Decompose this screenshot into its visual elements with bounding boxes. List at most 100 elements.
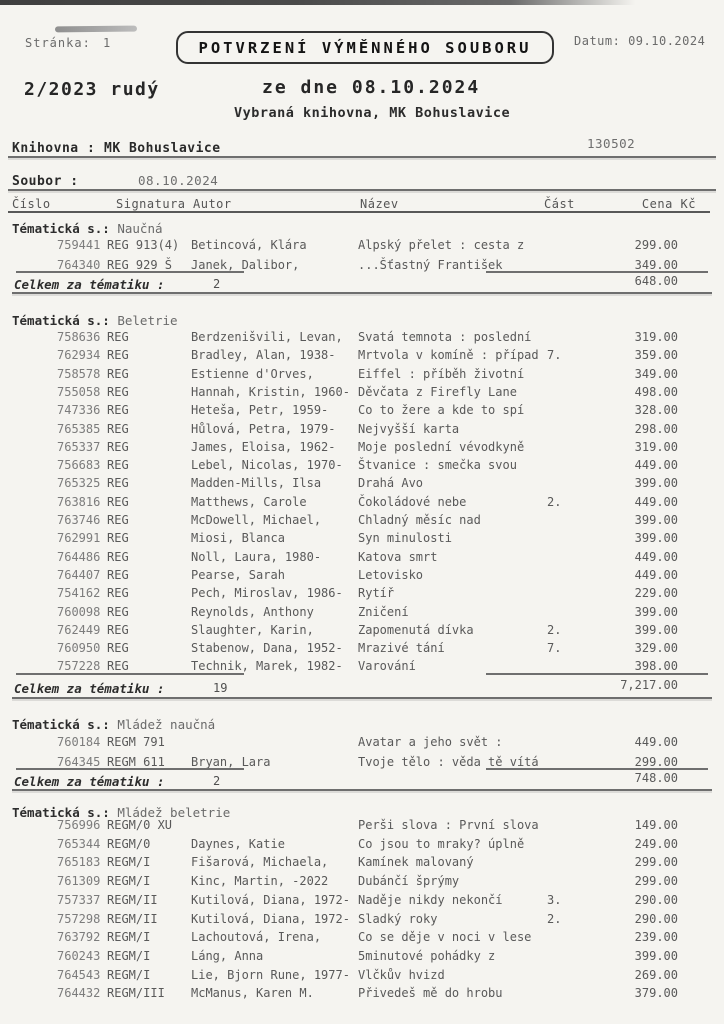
section-label: Tématická s.: [12,717,118,732]
row-nazev: Co se děje v noci v lese [358,930,532,945]
print-date: Datum: 09.10.2024 [574,34,706,48]
total-rule-right [486,673,708,675]
row-nazev: Sladký roky [358,911,438,926]
row-cislo: 764486 [57,549,101,564]
row-nazev: 5minutové pohádky z [358,948,496,963]
section-bottom-rule [12,292,712,294]
row-signatura: REG [107,622,129,637]
scan-artifact-band [0,0,655,5]
row-cislo: 755058 [57,384,101,399]
row-cislo: 762449 [57,622,101,637]
row-cena: 299.00 [634,755,678,769]
row-cislo: 761309 [57,874,101,889]
total-label: Celkem za tématiku : [14,774,165,789]
total-amount: 7,217.00 [620,678,678,692]
row-nazev: Děvčata z Firefly Lane [358,384,517,399]
batch-id: 2/2023 rudý [24,79,160,100]
row-cena: 398.00 [634,659,678,674]
row-autor: McManus, Karen M. [191,986,314,1001]
row-cast: 2. [547,911,562,926]
row-cislo: 765337 [57,439,101,454]
section-category: Beletrie [117,313,178,328]
row-cena: 359.00 [634,348,678,363]
row-cena: 319.00 [634,330,678,344]
row-autor: Stabenow, Dana, 1952- [191,641,343,656]
row-signatura: REGM/I [107,874,151,889]
row-autor: Berdzenišvili, Levan, [191,330,343,344]
row-signatura: REG [107,549,129,564]
row-nazev: Čokoládové nebe [358,494,467,509]
section-category: Mládež naučná [117,717,216,732]
row-nazev: Mrtvola v komíně : případ [358,348,539,363]
row-signatura: REGM/II [107,911,158,926]
row-cislo: 762934 [57,348,101,363]
total-count: 2 [213,277,221,291]
row-nazev: Štvanice : smečka svou [358,458,517,473]
row-cislo: 747336 [57,403,101,418]
row-signatura: REG [107,439,129,454]
row-nazev: Svatá temnota : poslední [358,330,532,344]
row-autor: Lachoutová, Irena, [191,930,322,945]
row-nazev: Avatar a jeho svět : [358,735,503,749]
row-cislo: 758636 [57,330,101,344]
file-date-heading: ze dne 08.10.2024 [262,77,481,98]
row-cislo: 764340 [57,258,101,272]
row-signatura: REG [107,366,129,381]
row-autor: Lebel, Nicolas, 1970- [191,458,343,473]
row-cena: 349.00 [634,366,678,381]
row-signatura: REG [107,458,129,473]
row-signatura: REG [107,494,129,509]
row-cislo: 764543 [57,967,101,982]
row-signatura: REGM/I [107,967,151,982]
row-cena: 449.00 [634,458,678,473]
row-cena: 498.00 [634,384,678,399]
row-cena: 149.00 [634,818,678,832]
row-signatura: REG [107,513,129,527]
row-cast: 3. [547,892,562,907]
section-header: Tématická s.: Mládež beletrie [12,802,230,821]
row-autor: Janek, Dalibor, [191,258,300,272]
col-header-cislo: Číslo [12,197,51,211]
row-cena: 319.00 [634,439,678,454]
row-cislo: 760184 [57,735,101,749]
col-header-cena: Cena Kč [641,197,696,211]
row-cena: 239.00 [634,930,678,945]
row-autor: Technik, Marek, 1982- [191,659,343,674]
total-rule-right [486,768,708,770]
row-autor: Matthews, Carole [191,494,307,509]
row-autor: Pearse, Sarah [191,567,285,582]
row-nazev: Tvoje tělo : věda tě vítá [358,755,539,769]
row-nazev: Co to žere a kde to spí [358,403,525,418]
row-autor: Kutilová, Diana, 1972- [191,911,350,926]
row-signatura: REGM/0 XU [107,818,173,832]
row-cislo: 763792 [57,930,101,945]
row-cislo: 760950 [57,641,101,656]
row-nazev: Rytíř [358,586,395,601]
section-label: Tématická s.: [12,313,118,328]
report-title-box: POTVRZENÍ VÝMĚNNÉHO SOUBORU [176,31,554,64]
row-signatura: REGM/II [107,892,158,907]
total-amount: 648.00 [634,274,678,288]
row-signatura: REGM/0 [107,836,151,851]
scan-smudge [54,25,138,33]
row-cislo: 764432 [57,986,101,1001]
row-cislo: 754162 [57,586,101,601]
row-cislo: 762991 [57,531,101,546]
row-cena: 249.00 [634,836,678,851]
row-autor: Lie, Bjorn Rune, 1977- [191,967,350,982]
divider-under-columns [8,211,710,213]
row-autor: Hannah, Kristin, 1960- [191,384,350,399]
row-nazev: Letovisko [358,567,424,582]
row-nazev: Moje poslední vévodkyně [358,439,525,454]
row-cena: 449.00 [634,735,678,749]
library-label: Knihovna : [12,141,96,156]
section-bottom-rule [12,789,712,791]
row-nazev: Dubánčí šprýmy [358,874,460,889]
row-autor: Slaughter, Karin, [191,622,314,637]
row-cena: 399.00 [634,622,678,637]
section-category: Mládež beletrie [117,805,231,820]
divider-under-library [8,156,716,158]
row-cena: 299.00 [634,855,678,870]
row-signatura: REGM 611 [107,755,165,769]
row-cislo: 757228 [57,659,101,674]
